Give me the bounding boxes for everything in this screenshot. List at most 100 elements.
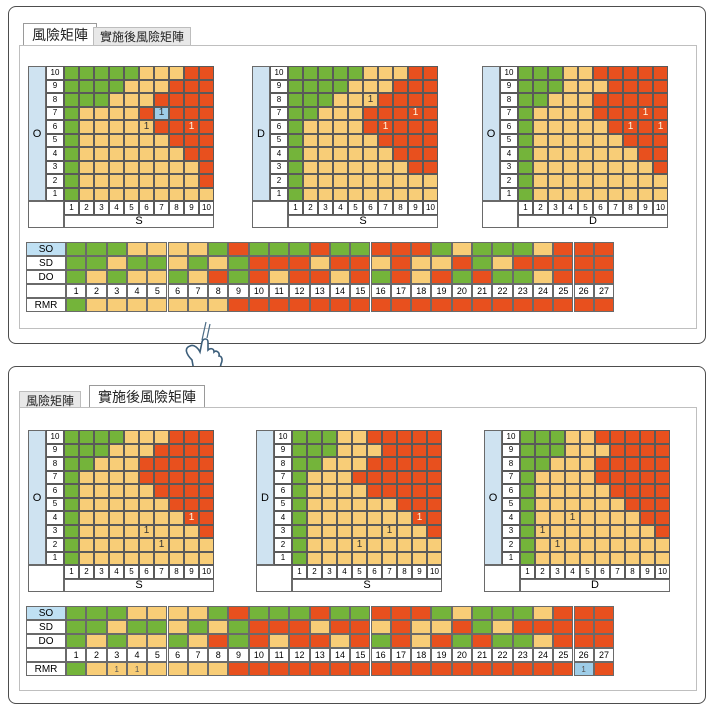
- rmr-table-cell[interactable]: [512, 620, 533, 634]
- matrix-cell[interactable]: [593, 187, 608, 201]
- matrix-cell[interactable]: [94, 93, 109, 107]
- rmr-cell[interactable]: [451, 662, 472, 676]
- rmr-table-cell[interactable]: [593, 634, 615, 648]
- matrix-cell[interactable]: [337, 443, 352, 457]
- matrix-cell[interactable]: [535, 497, 550, 511]
- matrix-cell[interactable]: [640, 538, 655, 552]
- matrix-cell[interactable]: [593, 93, 608, 107]
- matrix-cell[interactable]: [139, 174, 154, 188]
- matrix-cell[interactable]: [520, 430, 535, 444]
- matrix-cell[interactable]: [154, 174, 169, 188]
- matrix-cell[interactable]: [348, 160, 363, 174]
- matrix-cell[interactable]: [154, 93, 169, 107]
- matrix-cell[interactable]: [94, 174, 109, 188]
- matrix-cell[interactable]: [352, 511, 367, 525]
- rmr-table-cell[interactable]: [309, 270, 330, 284]
- matrix-cell[interactable]: [169, 484, 184, 498]
- matrix-cell[interactable]: [550, 457, 565, 471]
- rmr-cell[interactable]: [66, 298, 87, 312]
- rmr-cell[interactable]: [289, 298, 310, 312]
- matrix-cell[interactable]: [322, 538, 337, 552]
- matrix-cell[interactable]: [408, 120, 423, 134]
- matrix-cell[interactable]: [640, 551, 655, 565]
- matrix-cell[interactable]: [638, 133, 653, 147]
- rmr-cell[interactable]: [370, 662, 391, 676]
- rmr-table-cell[interactable]: [411, 270, 432, 284]
- rmr-table-cell[interactable]: [390, 256, 412, 270]
- rmr-table-cell[interactable]: [350, 620, 371, 634]
- matrix-cell[interactable]: [169, 538, 184, 552]
- rmr-cell[interactable]: [573, 298, 594, 312]
- rmr-table-cell[interactable]: [370, 634, 391, 648]
- matrix-cell[interactable]: [427, 484, 442, 498]
- matrix-cell[interactable]: [393, 79, 408, 93]
- matrix-cell[interactable]: 1: [139, 120, 154, 134]
- rmr-table-cell[interactable]: [492, 620, 513, 634]
- matrix-cell[interactable]: 1: [623, 120, 638, 134]
- matrix-cell[interactable]: [318, 120, 333, 134]
- matrix-cell[interactable]: [169, 174, 184, 188]
- matrix-cell[interactable]: [640, 470, 655, 484]
- rmr-table-cell[interactable]: [411, 606, 432, 620]
- matrix-cell[interactable]: [520, 511, 535, 525]
- matrix-cell[interactable]: [79, 79, 94, 93]
- matrix-cell[interactable]: [623, 79, 638, 93]
- matrix-cell[interactable]: [79, 147, 94, 161]
- matrix-cell[interactable]: [655, 551, 670, 565]
- matrix-cell[interactable]: [367, 551, 382, 565]
- matrix-cell[interactable]: [580, 430, 595, 444]
- matrix-cell[interactable]: [550, 511, 565, 525]
- rmr-table-cell[interactable]: [126, 270, 148, 284]
- matrix-cell[interactable]: [550, 443, 565, 457]
- matrix-cell[interactable]: [653, 174, 668, 188]
- rmr-table-cell[interactable]: [208, 620, 229, 634]
- rmr-table-cell[interactable]: [208, 242, 229, 256]
- matrix-cell[interactable]: [94, 66, 109, 80]
- matrix-cell[interactable]: [199, 79, 214, 93]
- matrix-cell[interactable]: [378, 147, 393, 161]
- matrix-cell[interactable]: [109, 457, 124, 471]
- rmr-table-cell[interactable]: [532, 634, 554, 648]
- matrix-cell[interactable]: [337, 551, 352, 565]
- rmr-table-cell[interactable]: [147, 256, 168, 270]
- matrix-cell[interactable]: [64, 93, 79, 107]
- matrix-cell[interactable]: [139, 470, 154, 484]
- matrix-cell[interactable]: [535, 430, 550, 444]
- matrix-cell[interactable]: [363, 120, 378, 134]
- matrix-cell[interactable]: [367, 470, 382, 484]
- matrix-cell[interactable]: [318, 174, 333, 188]
- matrix-cell[interactable]: [154, 457, 169, 471]
- rmr-table-cell[interactable]: [512, 242, 533, 256]
- matrix-cell[interactable]: [367, 443, 382, 457]
- matrix-cell[interactable]: [533, 79, 548, 93]
- rmr-cell[interactable]: [472, 662, 493, 676]
- matrix-cell[interactable]: [184, 457, 199, 471]
- rmr-table-cell[interactable]: [532, 270, 554, 284]
- matrix-cell[interactable]: 1: [139, 524, 154, 538]
- rmr-cell[interactable]: [431, 662, 452, 676]
- matrix-cell[interactable]: [412, 470, 427, 484]
- matrix-cell[interactable]: [638, 187, 653, 201]
- rmr-table-cell[interactable]: [147, 606, 168, 620]
- matrix-cell[interactable]: [288, 120, 303, 134]
- matrix-cell[interactable]: [367, 497, 382, 511]
- matrix-cell[interactable]: [184, 524, 199, 538]
- rmr-table-cell[interactable]: [167, 270, 188, 284]
- matrix-cell[interactable]: [655, 430, 670, 444]
- rmr-cell[interactable]: [147, 662, 168, 676]
- matrix-cell[interactable]: [640, 457, 655, 471]
- matrix-cell[interactable]: [378, 187, 393, 201]
- matrix-cell[interactable]: [337, 470, 352, 484]
- matrix-cell[interactable]: [393, 174, 408, 188]
- tab-risk-matrix[interactable]: 風險矩陣: [19, 391, 82, 410]
- matrix-cell[interactable]: [199, 538, 214, 552]
- matrix-cell[interactable]: [124, 443, 139, 457]
- rmr-table-cell[interactable]: [167, 620, 188, 634]
- matrix-cell[interactable]: 1: [653, 120, 668, 134]
- matrix-cell[interactable]: [318, 79, 333, 93]
- matrix-cell[interactable]: [94, 106, 109, 120]
- matrix-cell[interactable]: [563, 133, 578, 147]
- matrix-cell[interactable]: [124, 430, 139, 444]
- rmr-table-cell[interactable]: [573, 270, 594, 284]
- matrix-cell[interactable]: [64, 470, 79, 484]
